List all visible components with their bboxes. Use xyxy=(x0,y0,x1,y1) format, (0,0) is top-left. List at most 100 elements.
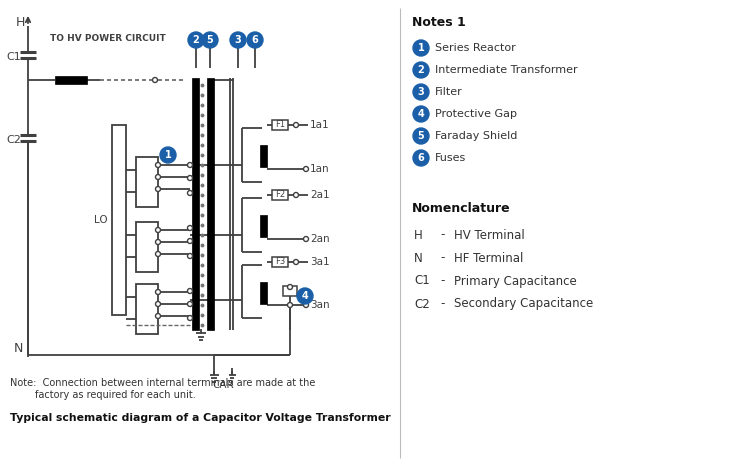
Circle shape xyxy=(413,150,429,166)
Bar xyxy=(283,286,297,296)
Circle shape xyxy=(155,290,160,294)
Text: HF Terminal: HF Terminal xyxy=(454,252,524,265)
Circle shape xyxy=(152,78,157,82)
Circle shape xyxy=(293,259,298,265)
Text: Nomenclature: Nomenclature xyxy=(412,201,511,214)
Bar xyxy=(260,145,267,167)
Circle shape xyxy=(160,147,176,163)
Circle shape xyxy=(155,186,160,192)
Text: N: N xyxy=(414,252,423,265)
Circle shape xyxy=(413,40,429,56)
Circle shape xyxy=(188,301,193,306)
Circle shape xyxy=(293,122,298,127)
Text: 4: 4 xyxy=(302,291,308,301)
Text: 3a1: 3a1 xyxy=(310,257,330,267)
Text: -: - xyxy=(440,228,444,241)
Circle shape xyxy=(297,288,313,304)
Text: C2: C2 xyxy=(414,298,430,311)
Text: Note:  Connection between internal terminals are made at the
        factory as : Note: Connection between internal termin… xyxy=(10,378,315,399)
Text: -: - xyxy=(440,252,444,265)
Text: Fuses: Fuses xyxy=(435,153,466,163)
Text: 2an: 2an xyxy=(310,234,330,244)
Bar xyxy=(55,76,87,84)
Text: C2: C2 xyxy=(7,135,22,145)
Circle shape xyxy=(413,106,429,122)
Circle shape xyxy=(287,285,292,290)
Circle shape xyxy=(188,162,193,167)
Text: 1an: 1an xyxy=(310,164,330,174)
Text: Faraday Shield: Faraday Shield xyxy=(435,131,517,141)
Text: LO: LO xyxy=(94,215,108,225)
Text: 5: 5 xyxy=(206,35,213,45)
Bar xyxy=(272,120,288,130)
Circle shape xyxy=(155,162,160,167)
Text: F1: F1 xyxy=(275,120,285,128)
Text: 1: 1 xyxy=(418,43,424,53)
Text: -: - xyxy=(440,298,444,311)
Text: 5: 5 xyxy=(418,131,424,141)
Text: 1a1: 1a1 xyxy=(310,120,330,130)
Circle shape xyxy=(230,32,246,48)
Text: 6: 6 xyxy=(251,35,258,45)
Bar xyxy=(260,215,267,237)
Circle shape xyxy=(155,174,160,179)
Text: H: H xyxy=(414,228,423,241)
Text: H: H xyxy=(15,15,25,28)
Text: Primary Capacitance: Primary Capacitance xyxy=(454,274,577,287)
Circle shape xyxy=(413,128,429,144)
Circle shape xyxy=(188,32,204,48)
Bar xyxy=(136,157,158,207)
Circle shape xyxy=(188,226,193,231)
Text: 3an: 3an xyxy=(310,300,330,310)
Text: Intermediate Transformer: Intermediate Transformer xyxy=(435,65,578,75)
Circle shape xyxy=(155,252,160,257)
Circle shape xyxy=(304,166,308,172)
Text: F2: F2 xyxy=(275,190,285,199)
Bar xyxy=(260,282,267,304)
Text: HV Terminal: HV Terminal xyxy=(454,228,525,241)
Bar xyxy=(272,257,288,267)
Text: 2: 2 xyxy=(418,65,424,75)
Bar xyxy=(112,125,126,315)
Circle shape xyxy=(293,193,298,198)
Circle shape xyxy=(287,303,292,307)
Circle shape xyxy=(188,175,193,180)
Circle shape xyxy=(413,84,429,100)
Bar xyxy=(136,222,158,272)
Circle shape xyxy=(188,288,193,293)
Bar xyxy=(136,284,158,334)
Circle shape xyxy=(304,237,308,241)
Text: CAR: CAR xyxy=(212,380,234,390)
Bar xyxy=(272,190,288,200)
Text: 2: 2 xyxy=(193,35,200,45)
Text: 6: 6 xyxy=(418,153,424,163)
Text: C1: C1 xyxy=(7,52,21,62)
Text: Protective Gap: Protective Gap xyxy=(435,109,517,119)
Bar xyxy=(192,78,199,330)
Text: 3: 3 xyxy=(418,87,424,97)
Circle shape xyxy=(155,227,160,232)
Text: Filter: Filter xyxy=(435,87,463,97)
Circle shape xyxy=(188,315,193,320)
Text: 4: 4 xyxy=(418,109,424,119)
Text: Typical schematic diagram of a Capacitor Voltage Transformer: Typical schematic diagram of a Capacitor… xyxy=(10,413,391,423)
Bar xyxy=(207,78,214,330)
Text: TO HV POWER CIRCUIT: TO HV POWER CIRCUIT xyxy=(50,33,166,42)
Text: F3: F3 xyxy=(274,257,285,266)
Text: -: - xyxy=(440,274,444,287)
Text: Notes 1: Notes 1 xyxy=(412,15,466,28)
Circle shape xyxy=(413,62,429,78)
Text: 3: 3 xyxy=(235,35,242,45)
Text: Secondary Capacitance: Secondary Capacitance xyxy=(454,298,593,311)
Text: 2a1: 2a1 xyxy=(310,190,330,200)
Circle shape xyxy=(188,239,193,244)
Text: Series Reactor: Series Reactor xyxy=(435,43,516,53)
Circle shape xyxy=(155,313,160,319)
Circle shape xyxy=(155,239,160,245)
Circle shape xyxy=(247,32,263,48)
Circle shape xyxy=(188,191,193,195)
Circle shape xyxy=(188,253,193,259)
Circle shape xyxy=(304,303,308,307)
Circle shape xyxy=(202,32,218,48)
Text: C1: C1 xyxy=(414,274,430,287)
